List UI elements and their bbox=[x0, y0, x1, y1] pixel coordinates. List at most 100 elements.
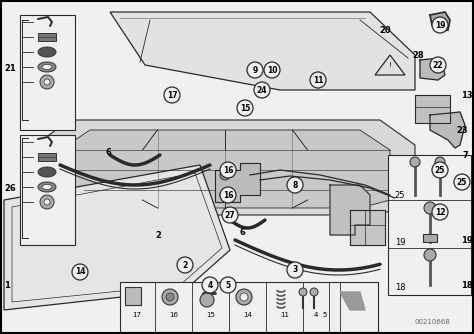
Circle shape bbox=[162, 289, 178, 305]
Circle shape bbox=[254, 82, 270, 98]
Circle shape bbox=[410, 157, 420, 167]
Circle shape bbox=[236, 289, 252, 305]
Text: 13: 13 bbox=[461, 91, 473, 100]
Text: 11: 11 bbox=[281, 312, 290, 318]
Bar bbox=[20, 15, 75, 130]
Circle shape bbox=[40, 195, 54, 209]
Text: 11: 11 bbox=[313, 75, 323, 85]
Circle shape bbox=[435, 157, 445, 167]
Bar bbox=[38, 153, 56, 161]
Text: 14: 14 bbox=[244, 312, 253, 318]
Circle shape bbox=[220, 170, 230, 180]
Circle shape bbox=[454, 174, 470, 190]
Circle shape bbox=[287, 177, 303, 193]
Ellipse shape bbox=[42, 64, 52, 69]
Circle shape bbox=[430, 57, 446, 73]
Circle shape bbox=[287, 262, 303, 278]
Text: 17: 17 bbox=[133, 312, 142, 318]
Text: 18: 18 bbox=[461, 281, 473, 290]
Circle shape bbox=[166, 293, 174, 301]
Bar bbox=[20, 135, 75, 245]
Polygon shape bbox=[350, 210, 385, 245]
Text: 19: 19 bbox=[395, 237, 405, 246]
Circle shape bbox=[299, 288, 307, 296]
Text: 28: 28 bbox=[412, 50, 424, 59]
Circle shape bbox=[220, 190, 230, 200]
Text: 21: 21 bbox=[4, 63, 16, 72]
Text: 5: 5 bbox=[226, 281, 230, 290]
Text: 23: 23 bbox=[456, 126, 468, 135]
Polygon shape bbox=[4, 165, 230, 310]
Circle shape bbox=[177, 257, 193, 273]
Bar bbox=[388, 155, 471, 295]
Polygon shape bbox=[35, 120, 415, 215]
Circle shape bbox=[202, 277, 218, 293]
Circle shape bbox=[432, 204, 448, 220]
Text: 25: 25 bbox=[457, 177, 467, 186]
Bar bbox=[125, 287, 141, 305]
Text: 15: 15 bbox=[207, 312, 216, 318]
Text: 10: 10 bbox=[267, 65, 277, 74]
Text: 18: 18 bbox=[395, 284, 405, 293]
Circle shape bbox=[310, 288, 318, 296]
Circle shape bbox=[247, 62, 263, 78]
Circle shape bbox=[240, 293, 248, 301]
Circle shape bbox=[220, 187, 236, 203]
Polygon shape bbox=[340, 292, 365, 310]
Text: 26: 26 bbox=[4, 183, 16, 192]
Ellipse shape bbox=[38, 47, 56, 57]
Polygon shape bbox=[430, 112, 465, 148]
Text: 17: 17 bbox=[167, 91, 177, 100]
Circle shape bbox=[40, 75, 54, 89]
Text: 16: 16 bbox=[170, 312, 179, 318]
Circle shape bbox=[222, 207, 238, 223]
Circle shape bbox=[44, 199, 50, 205]
Polygon shape bbox=[215, 163, 260, 202]
Text: 25: 25 bbox=[395, 190, 405, 199]
Text: 24: 24 bbox=[257, 86, 267, 95]
Text: 2: 2 bbox=[182, 261, 188, 270]
Text: 6: 6 bbox=[105, 148, 111, 157]
Text: 9: 9 bbox=[252, 65, 258, 74]
Polygon shape bbox=[110, 12, 415, 90]
Circle shape bbox=[432, 162, 448, 178]
Text: 19: 19 bbox=[435, 20, 445, 29]
Text: 3: 3 bbox=[292, 266, 298, 275]
Text: 4: 4 bbox=[314, 312, 318, 318]
Bar bbox=[120, 282, 378, 332]
Text: 19: 19 bbox=[461, 235, 473, 244]
Text: 4: 4 bbox=[207, 281, 213, 290]
Circle shape bbox=[72, 264, 88, 280]
Ellipse shape bbox=[38, 182, 56, 192]
Circle shape bbox=[237, 100, 253, 116]
Bar bbox=[38, 33, 56, 41]
Circle shape bbox=[264, 62, 280, 78]
Bar bbox=[415, 95, 450, 123]
Text: 15: 15 bbox=[240, 104, 250, 113]
Ellipse shape bbox=[38, 62, 56, 72]
Text: 14: 14 bbox=[75, 268, 85, 277]
Text: 25: 25 bbox=[435, 166, 445, 174]
Circle shape bbox=[310, 72, 326, 88]
Text: 00210668: 00210668 bbox=[414, 319, 450, 325]
Polygon shape bbox=[420, 58, 445, 80]
Text: 7: 7 bbox=[462, 151, 468, 160]
Circle shape bbox=[220, 162, 236, 178]
Ellipse shape bbox=[38, 167, 56, 177]
Text: 16: 16 bbox=[223, 190, 233, 199]
Circle shape bbox=[164, 87, 180, 103]
Text: 16: 16 bbox=[223, 166, 233, 174]
Polygon shape bbox=[375, 55, 405, 75]
Text: 6: 6 bbox=[239, 227, 245, 236]
Text: 1: 1 bbox=[4, 281, 10, 290]
Bar bbox=[423, 234, 437, 242]
Circle shape bbox=[44, 79, 50, 85]
Circle shape bbox=[432, 17, 448, 33]
Circle shape bbox=[223, 193, 227, 197]
Circle shape bbox=[223, 173, 227, 177]
Circle shape bbox=[424, 202, 436, 214]
Polygon shape bbox=[330, 185, 370, 235]
Text: !: ! bbox=[389, 62, 392, 68]
Text: 20: 20 bbox=[379, 25, 391, 34]
Ellipse shape bbox=[42, 184, 52, 189]
